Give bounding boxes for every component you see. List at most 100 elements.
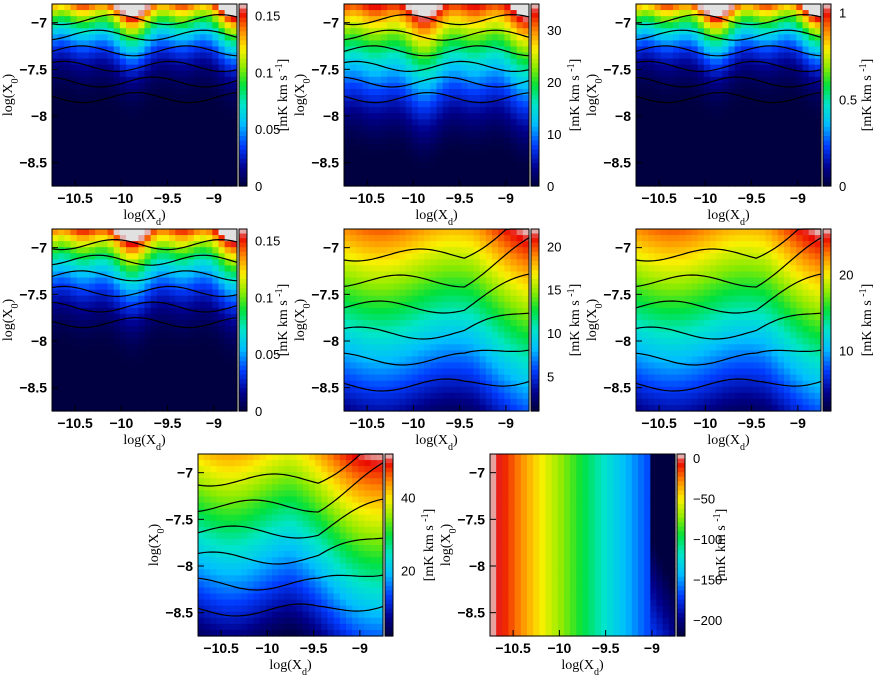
heatmap-cell <box>206 174 213 181</box>
heatmap-cell <box>219 356 226 363</box>
heatmap-cell <box>369 89 376 96</box>
heatmap-cell <box>759 119 766 126</box>
heatmap-cell <box>722 107 729 114</box>
x-tick-label: −9.5 <box>738 190 766 206</box>
heatmap-cell <box>474 375 481 382</box>
heatmap-cell <box>430 326 437 333</box>
heatmap-cell <box>163 332 170 339</box>
heatmap-cell <box>412 278 419 285</box>
heatmap-cell <box>169 174 176 181</box>
heatmap-cell <box>163 344 170 351</box>
heatmap-cell <box>437 235 444 242</box>
heatmap-cell <box>206 59 213 66</box>
heatmap-cell <box>206 156 213 163</box>
heatmap-cell <box>387 131 394 138</box>
heatmap-cell <box>673 144 680 151</box>
heatmap-cell <box>667 10 674 17</box>
heatmap-cell <box>412 119 419 126</box>
heatmap-cell <box>480 350 487 357</box>
heatmap-cell <box>95 28 102 35</box>
heatmap-cell <box>747 22 754 29</box>
heatmap-cell <box>163 22 170 29</box>
heatmap-cell <box>58 369 65 376</box>
heatmap-cell <box>430 314 437 321</box>
heatmap-cell <box>480 34 487 41</box>
heatmap-cell <box>157 71 164 78</box>
heatmap-cell <box>120 22 127 29</box>
heatmap-cell <box>480 71 487 78</box>
heatmap-cell <box>58 65 65 72</box>
heatmap-cell <box>778 137 785 144</box>
heatmap-cell <box>77 314 84 321</box>
heatmap-cell <box>424 259 431 266</box>
heatmap-cell <box>492 28 499 35</box>
heatmap-cell <box>406 137 413 144</box>
heatmap-cell <box>108 356 115 363</box>
heatmap-cell <box>212 101 219 108</box>
heatmap-cell <box>169 4 176 11</box>
heatmap-cell <box>89 284 96 291</box>
heatmap-cell <box>655 16 662 23</box>
heatmap-cell <box>64 362 71 369</box>
heatmap-cell <box>83 235 90 242</box>
heatmap-cell <box>400 131 407 138</box>
heatmap-cell <box>83 296 90 303</box>
heatmap-cell <box>375 168 382 175</box>
colorbar-cell <box>239 95 247 100</box>
heatmap-cell <box>157 28 164 35</box>
heatmap-cell <box>517 265 524 272</box>
heatmap-cell <box>412 235 419 242</box>
heatmap-cell <box>704 22 711 29</box>
heatmap-cell <box>375 131 382 138</box>
heatmap-cell <box>437 362 444 369</box>
heatmap-cell <box>194 22 201 29</box>
heatmap-cell <box>151 350 158 357</box>
heatmap-cell <box>480 89 487 96</box>
heatmap-cell <box>803 125 810 132</box>
heatmap-cell <box>430 235 437 242</box>
heatmap-cell <box>350 375 357 382</box>
heatmap-cell <box>412 265 419 272</box>
heatmap-cell <box>138 308 145 315</box>
heatmap-cell <box>400 229 407 236</box>
heatmap-cell <box>692 101 699 108</box>
heatmap-cell <box>747 144 754 151</box>
heatmap-cell <box>344 144 351 151</box>
heatmap-cell <box>200 125 207 132</box>
heatmap-cell <box>735 174 742 181</box>
heatmap-cell <box>418 119 425 126</box>
heatmap-cell <box>145 162 152 169</box>
heatmap-cell <box>157 356 164 363</box>
heatmap-cell <box>803 34 810 41</box>
heatmap-cell <box>461 265 468 272</box>
heatmap-cell <box>722 101 729 108</box>
heatmap-cell <box>784 4 791 11</box>
heatmap-cell <box>71 338 78 345</box>
colorbar-cell <box>823 45 831 50</box>
heatmap-cell <box>492 326 499 333</box>
heatmap-cell <box>95 144 102 151</box>
heatmap-cell <box>58 10 65 17</box>
heatmap-cell <box>387 265 394 272</box>
heatmap-cell <box>716 71 723 78</box>
heatmap-cell <box>455 71 462 78</box>
heatmap-cell <box>492 89 499 96</box>
heatmap-cell <box>636 247 643 254</box>
heatmap-cell <box>101 119 108 126</box>
heatmap-cell <box>101 28 108 35</box>
heatmap-cell <box>511 4 518 11</box>
heatmap-cell <box>344 22 351 29</box>
heatmap-cell <box>393 174 400 181</box>
heatmap-cell <box>89 125 96 132</box>
heatmap-cell <box>387 71 394 78</box>
heatmap-cell <box>101 150 108 157</box>
heatmap-cell <box>188 168 195 175</box>
heatmap-cell <box>455 338 462 345</box>
heatmap-cell <box>145 10 152 17</box>
heatmap-cell <box>698 137 705 144</box>
heatmap-cell <box>369 144 376 151</box>
heatmap-cell <box>418 4 425 11</box>
heatmap-cell <box>52 4 59 11</box>
heatmap-cell <box>449 168 456 175</box>
heatmap-cell <box>480 150 487 157</box>
